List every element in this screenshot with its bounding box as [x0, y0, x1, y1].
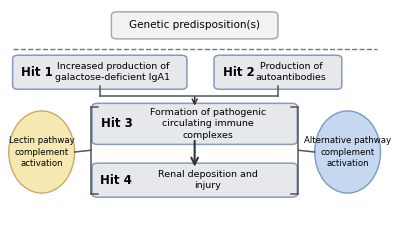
FancyBboxPatch shape — [214, 55, 342, 89]
Text: Renal deposition and
injury: Renal deposition and injury — [158, 170, 258, 190]
FancyBboxPatch shape — [92, 103, 297, 144]
Text: Genetic predisposition(s): Genetic predisposition(s) — [129, 20, 260, 30]
Text: Increased production of
galactose-deficient IgA1: Increased production of galactose-defici… — [56, 62, 170, 82]
Ellipse shape — [315, 111, 380, 193]
Text: Hit 3: Hit 3 — [100, 117, 132, 130]
Ellipse shape — [9, 111, 75, 193]
Text: Alternative pathway
complement
activation: Alternative pathway complement activatio… — [304, 136, 391, 168]
FancyBboxPatch shape — [13, 55, 187, 89]
Text: Hit 2: Hit 2 — [222, 66, 254, 79]
FancyBboxPatch shape — [111, 12, 278, 39]
Text: Lectin pathway
complement
activation: Lectin pathway complement activation — [9, 136, 74, 168]
Text: Production of
autoantibodies: Production of autoantibodies — [256, 62, 326, 82]
Text: Formation of pathogenic
circulating immune
complexes: Formation of pathogenic circulating immu… — [150, 108, 266, 140]
Text: Hit 1: Hit 1 — [21, 66, 53, 79]
FancyBboxPatch shape — [92, 163, 297, 197]
Text: Hit 4: Hit 4 — [100, 174, 132, 187]
